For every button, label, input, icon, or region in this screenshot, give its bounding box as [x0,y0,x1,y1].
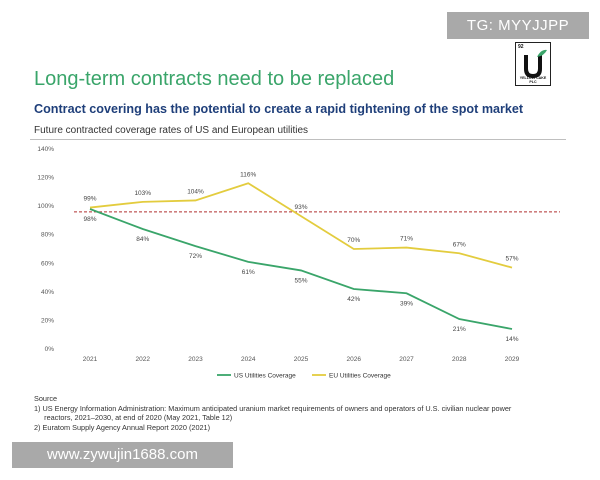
x-axis: 2021 2022 2023 2024 2025 2026 2027 2028 2029 [83,356,520,363]
data-label-us: 39% [400,300,413,307]
x-tick-label: 2027 [399,356,414,363]
caption-divider [30,139,566,140]
data-label-us: 14% [505,336,518,343]
data-label-eu: 71% [400,236,413,243]
x-tick-label: 2029 [505,356,520,363]
source-note-1-cont: reactors, 2021–2030, at end of 2020 (May… [34,413,233,422]
x-tick-label: 2028 [452,356,467,363]
data-label-us: 61% [242,269,255,276]
x-tick-label: 2026 [347,356,362,363]
page-subtitle: Contract covering has the potential to c… [34,102,524,116]
data-label-eu: 93% [294,204,307,211]
logo-number: 92 [518,44,524,50]
data-label-us: 55% [294,277,307,284]
x-tick-label: 2024 [241,356,256,363]
coverage-line-chart: 0%20%40%60%80%100%120%140% 2021 2022 2023 2… [37,146,560,380]
data-label-eu: 70% [347,237,360,244]
watermark-bottom: www.zywujin1688.com [12,442,233,468]
data-label-us: 21% [453,326,466,333]
data-label-eu: 57% [505,256,518,263]
data-label-us: 84% [136,236,149,243]
data-label-eu: 104% [187,188,204,195]
page-title: Long-term contracts need to be replaced [34,68,395,90]
x-tick-label: 2023 [188,356,203,363]
y-tick-label: 120% [37,175,54,182]
chart-caption: Future contracted coverage rates of US a… [34,125,309,136]
source-note-2: 2) Euratom Supply Agency Annual Report 2… [34,422,211,432]
y-tick-label: 0% [45,346,55,353]
logo-name: YELLOW CAKE PLC [519,76,547,84]
data-labels-us: 98% 84% 72% 61% 55% 42% 39% 21% 14% [83,216,518,343]
series-line-eu [89,182,513,269]
legend-label-eu: EU Utilities Coverage [329,373,391,380]
source-notes: Source 1) US Energy Information Administ… [34,394,574,432]
x-tick-label: 2025 [294,356,309,363]
y-axis: 0% 20% 40% 60% 80% 100% 120% 140% [37,146,54,353]
x-tick-label: 2022 [136,356,151,363]
source-heading: Source [34,394,58,403]
data-label-eu: 103% [134,190,151,197]
y-tick-label: 40% [41,289,54,296]
y-tick-label: 20% [41,317,54,324]
data-label-eu: 67% [453,241,466,248]
data-label-eu: 116% [240,171,256,178]
source-note-1: 1) US Energy Information Administration:… [34,403,512,413]
company-logo: 92 YELLOW CAKE PLC [515,42,551,86]
u-sprout-logo-icon [524,49,547,79]
x-tick-label: 2021 [83,356,98,363]
data-label-eu: 99% [83,196,96,203]
data-label-us: 42% [347,296,360,303]
series-line-us [89,208,513,330]
chart-legend: US Utilities Coverage EU Utilities Covera… [217,373,391,380]
y-tick-label: 140% [37,146,54,153]
y-tick-label: 60% [41,260,54,267]
y-tick-label: 100% [37,203,54,210]
data-label-us: 98% [83,216,96,223]
y-tick-label: 80% [41,232,54,239]
data-label-us: 72% [189,253,202,260]
data-labels-eu: 99% 103% 104% 116% 93% 70% 71% 67% 57% [83,171,518,262]
legend-label-us: US Utilities Coverage [234,373,296,380]
watermark-top: TG: MYYJJPP [447,12,589,39]
